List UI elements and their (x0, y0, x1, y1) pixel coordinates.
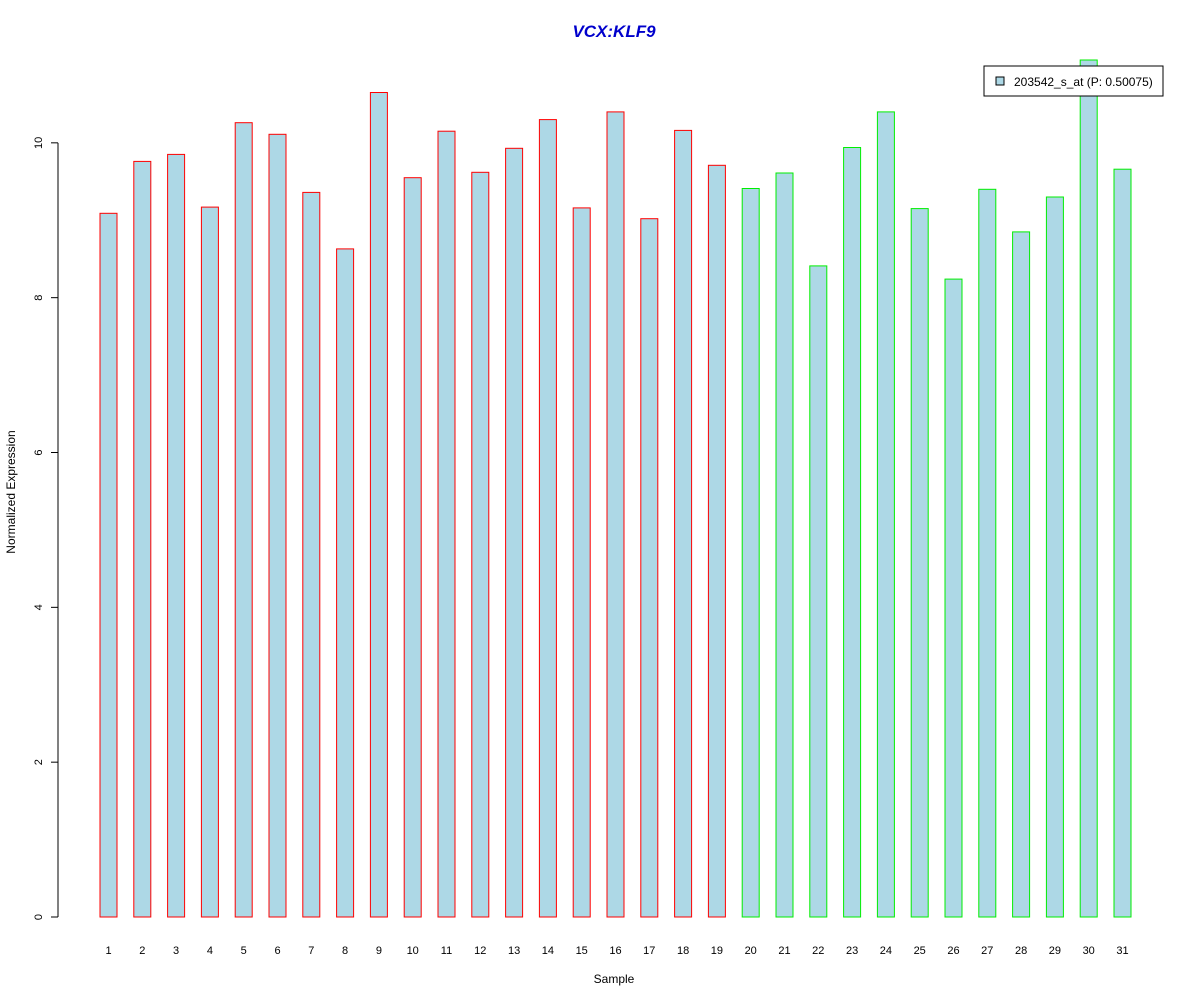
x-tick-label: 12 (474, 945, 486, 957)
x-tick-label: 23 (846, 945, 858, 957)
bar (775, 172, 794, 918)
bar (1045, 196, 1064, 918)
x-tick-label: 15 (576, 945, 588, 957)
bar (707, 164, 726, 918)
bar (843, 147, 862, 918)
x-tick-label: 17 (643, 945, 655, 957)
x-tick-label: 26 (947, 945, 959, 957)
x-tick-label: 21 (778, 945, 790, 957)
x-tick-label: 18 (677, 945, 689, 957)
x-tick-label: 24 (880, 945, 892, 957)
bar (944, 278, 963, 918)
bar (99, 212, 118, 918)
x-tick-label: 16 (609, 945, 621, 957)
bars (99, 59, 1132, 918)
y-tick-label: 2 (33, 759, 45, 765)
bar (505, 147, 524, 918)
bar (471, 171, 490, 918)
bar (538, 119, 557, 918)
x-tick-label: 9 (376, 945, 382, 957)
x-tick-label: 14 (542, 945, 554, 957)
x-tick-label: 10 (407, 945, 419, 957)
x-axis-label: Sample (594, 972, 635, 986)
y-tick-label: 4 (33, 604, 45, 610)
bar (167, 153, 186, 918)
x-tick-label: 29 (1049, 945, 1061, 957)
bar (572, 207, 591, 918)
x-tick-label: 1 (105, 945, 111, 957)
bar (369, 92, 388, 918)
x-tick-label: 7 (308, 945, 314, 957)
legend-box (983, 65, 1164, 97)
bar (336, 248, 355, 918)
bar (1113, 168, 1132, 918)
x-tick-label: 3 (173, 945, 179, 957)
x-tick-label: 19 (711, 945, 723, 957)
bar (437, 130, 456, 918)
legend-label: 203542_s_at (P: 0.50075) (1014, 75, 1153, 89)
x-tick-label: 27 (981, 945, 993, 957)
bar (234, 122, 253, 918)
x-tick-label: 20 (745, 945, 757, 957)
bar (910, 208, 929, 918)
bar (268, 133, 287, 918)
x-tick-label: 22 (812, 945, 824, 957)
bar (674, 129, 693, 918)
bar (741, 188, 760, 918)
y-axis: 0 2 4 6 8 10 (33, 137, 59, 920)
bar (133, 160, 152, 918)
x-tick-label: 13 (508, 945, 520, 957)
x-tick-label: 25 (914, 945, 926, 957)
y-tick-label: 10 (33, 137, 45, 149)
bar (978, 188, 997, 918)
x-tick-label: 31 (1116, 945, 1128, 957)
x-tick-label: 30 (1083, 945, 1095, 957)
x-tick-label: 6 (274, 945, 280, 957)
x-tick-label: 4 (207, 945, 213, 957)
bar (302, 191, 321, 918)
x-tick-label: 8 (342, 945, 348, 957)
legend-swatch (995, 76, 1005, 86)
bar (640, 218, 659, 918)
x-tick-label: 28 (1015, 945, 1027, 957)
bar (809, 265, 828, 918)
x-tick-label: 11 (441, 945, 452, 957)
y-tick-label: 8 (33, 295, 45, 301)
y-tick-label: 6 (33, 449, 45, 455)
y-axis-label: Normalized Expression (4, 430, 18, 553)
bar (606, 111, 625, 918)
x-tick-label: 5 (241, 945, 247, 957)
y-tick-label: 0 (33, 914, 45, 920)
bar (403, 177, 422, 918)
chart-title: VCX:KLF9 (572, 22, 656, 41)
x-tick-label: 2 (139, 945, 145, 957)
bar (876, 111, 895, 918)
bar (1079, 59, 1098, 918)
bar (1012, 231, 1031, 918)
x-axis-tick-labels: 1 2 3 4 5 6 7 8 9 10 11 12 13 14 15 16 17 18 19 20 21 22 23 24 2… (105, 945, 1128, 957)
legend: 203542_s_at (P: 0.50075) (983, 65, 1164, 97)
bar (200, 206, 219, 918)
